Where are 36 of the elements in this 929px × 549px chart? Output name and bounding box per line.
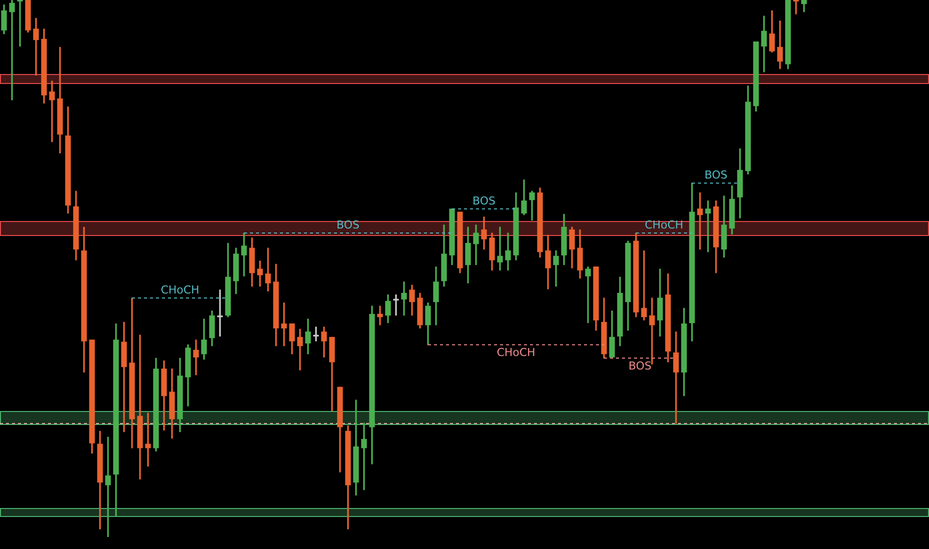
candlestick — [33, 18, 39, 76]
candlestick — [49, 80, 55, 142]
candlestick — [281, 302, 287, 346]
candlestick — [497, 226, 503, 270]
series-label: BOS — [704, 168, 728, 182]
candlestick — [793, 0, 799, 14]
candlestick — [361, 422, 367, 490]
candlestick — [401, 282, 407, 316]
candlestick — [585, 266, 591, 324]
candlestick — [217, 290, 223, 336]
candlestick — [673, 332, 679, 424]
candlestick — [553, 250, 559, 287]
series-label: BOS — [628, 360, 652, 373]
candlestick — [9, 0, 15, 100]
candlestick — [641, 250, 647, 320]
candlestick — [705, 200, 711, 252]
candlestick — [297, 328, 303, 370]
candlestick — [377, 306, 383, 326]
candlestick — [241, 232, 247, 276]
candlestick — [505, 232, 511, 270]
candlestick — [697, 192, 703, 250]
series-label: CHoCH — [644, 218, 684, 232]
series-label: CHoCH — [160, 283, 200, 296]
candlestick — [137, 334, 143, 480]
candlestick — [105, 436, 111, 537]
candlestick — [649, 298, 655, 364]
candlestick — [193, 340, 199, 376]
series-label: BOS — [472, 194, 496, 208]
candlestick — [313, 326, 319, 342]
candlestick — [121, 322, 127, 432]
series-label: CHoCH — [496, 346, 536, 360]
candlestick — [17, 0, 23, 47]
series-label: BOS — [336, 218, 360, 232]
candlestick — [145, 412, 151, 466]
candlestick — [393, 294, 399, 316]
candlestick — [265, 248, 271, 292]
